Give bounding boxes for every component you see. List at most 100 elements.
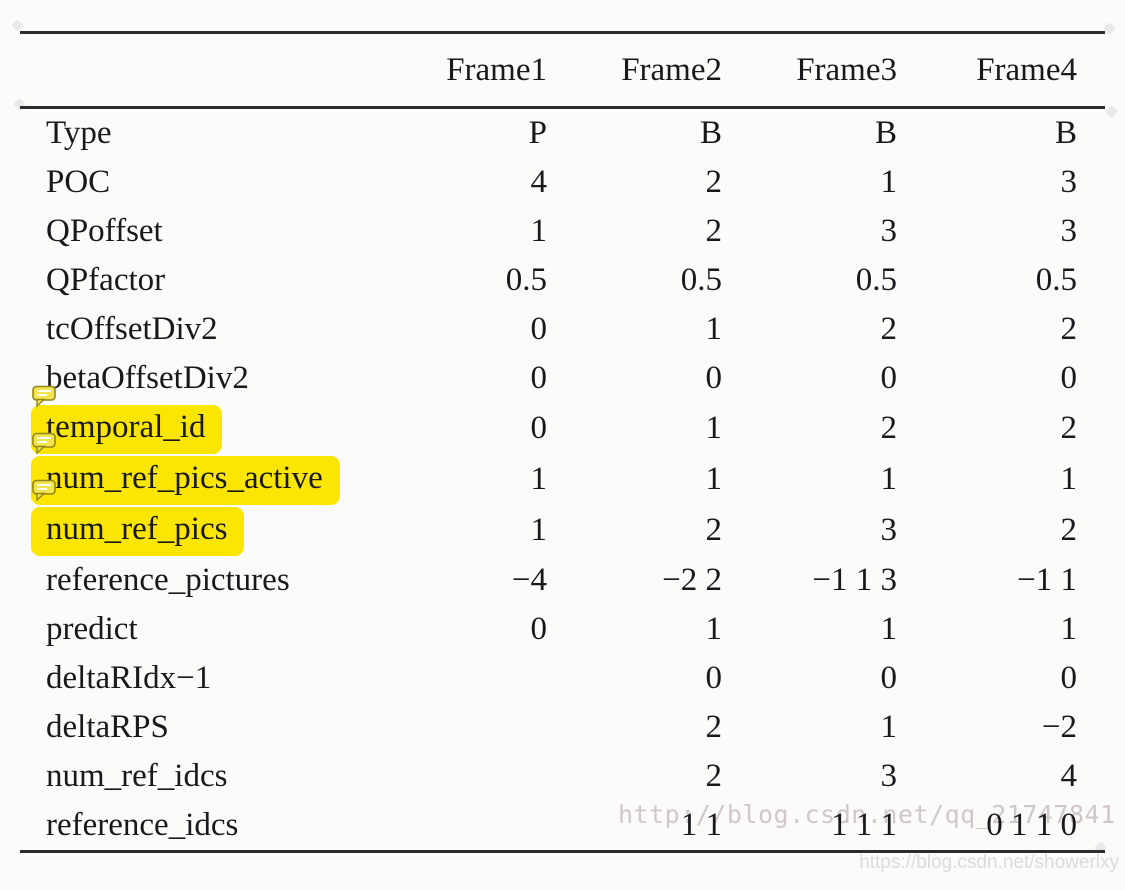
row-label: temporal_id — [20, 403, 400, 454]
cell: 1 — [530, 461, 548, 497]
cell: 0 — [530, 611, 548, 647]
header-frame4: Frame4 — [897, 32, 1105, 109]
cell: 4 — [1060, 758, 1078, 794]
highlight-annotation: num_ref_pics_active — [31, 456, 340, 505]
table-row-deltarps: deltaRPS 2 1 −2 — [20, 703, 1105, 752]
cell: 1 — [1060, 461, 1078, 497]
cell: 1 — [705, 410, 723, 446]
scan-artifact — [11, 19, 24, 32]
cell: 1 — [880, 611, 898, 647]
table-row-reference-pictures: reference_pictures −4 −2 2 −1 1 3 −1 1 — [20, 556, 1105, 605]
header-row: Frame1 Frame2 Frame3 Frame4 — [20, 32, 1105, 109]
cell — [400, 654, 547, 703]
row-label: num_ref_idcs — [46, 758, 228, 794]
cell: 0.5 — [505, 262, 547, 298]
cell: −1 1 — [1017, 562, 1077, 598]
row-label: Type — [46, 115, 112, 151]
table-row-betaoffsetdiv2: betaOffsetDiv2 0 0 0 0 — [20, 354, 1105, 403]
header-frame2: Frame2 — [547, 32, 722, 109]
cell: 0 — [530, 360, 548, 396]
row-label: QPoffset — [46, 213, 163, 249]
csdn-watermark-corner: https://blog.csdn.net/showerlxy — [859, 852, 1119, 873]
comment-annotation-icon[interactable] — [31, 432, 58, 456]
cell: B — [1054, 115, 1077, 151]
highlight-annotation: num_ref_pics — [31, 507, 245, 556]
cell: 2 — [1060, 410, 1078, 446]
scan-artifact — [1103, 22, 1116, 35]
cell: 1 — [880, 709, 898, 745]
cell: 0.5 — [855, 262, 897, 298]
row-label: num_ref_pics — [20, 505, 400, 556]
cell: 1 — [530, 213, 548, 249]
row-label: predict — [46, 611, 138, 647]
cell: 2 — [1060, 512, 1078, 548]
gop-parameters-table: Frame1 Frame2 Frame3 Frame4 Type P B B B… — [20, 31, 1105, 853]
cell: 0 — [530, 311, 548, 347]
cell: 3 — [880, 758, 898, 794]
row-label: reference_idcs — [46, 807, 239, 843]
header-empty — [20, 32, 400, 109]
row-label: reference_pictures — [46, 562, 290, 598]
row-label: POC — [46, 164, 111, 200]
cell: 1 1 1 — [831, 807, 897, 843]
cell: 1 — [1060, 611, 1078, 647]
table-row-poc: POC 4 2 1 3 — [20, 158, 1105, 207]
row-label: tcOffsetDiv2 — [46, 311, 218, 347]
cell: 4 — [530, 164, 548, 200]
cell: 0 — [880, 660, 898, 696]
table-row-type: Type P B B B — [20, 108, 1105, 159]
cell: 0 — [880, 360, 898, 396]
table-row-qpoffset: QPoffset 1 2 3 3 — [20, 207, 1105, 256]
table-row-num-ref-pics: num_ref_pics 1 2 3 2 — [20, 505, 1105, 556]
cell: B — [699, 115, 722, 151]
cell: 0 — [705, 660, 723, 696]
row-label: num_ref_pics_active — [20, 454, 400, 505]
cell: 3 — [880, 512, 898, 548]
table-row-reference-idcs: reference_idcs 1 1 1 1 1 0 1 1 0 — [20, 801, 1105, 852]
table-row-num-ref-idcs: num_ref_idcs 2 3 4 — [20, 752, 1105, 801]
csdn-watermark-overlay: http://blog.csdn.net/qq_21747841 — [618, 800, 1116, 829]
cell: 0 1 1 0 — [986, 807, 1077, 843]
table-row-qpfactor: QPfactor 0.5 0.5 0.5 0.5 — [20, 256, 1105, 305]
table-row-temporal-id: temporal_id 0 1 2 2 — [20, 403, 1105, 454]
cell: 3 — [880, 213, 898, 249]
cell: 2 — [880, 410, 898, 446]
cell: 1 — [705, 611, 723, 647]
cell: 1 — [530, 512, 548, 548]
table-row-tcoffsetdiv2: tcOffsetDiv2 0 1 2 2 — [20, 305, 1105, 354]
cell: B — [874, 115, 897, 151]
cell: 0.5 — [1035, 262, 1077, 298]
cell: 1 — [705, 461, 723, 497]
cell — [400, 752, 547, 801]
comment-annotation-icon[interactable] — [31, 385, 58, 409]
table-row-deltaridx: deltaRIdx−1 0 0 0 — [20, 654, 1105, 703]
row-label: betaOffsetDiv2 — [46, 360, 249, 396]
cell: −4 — [511, 562, 547, 598]
row-label: deltaRIdx−1 — [46, 660, 212, 696]
cell: 1 — [880, 164, 898, 200]
cell: 1 — [880, 461, 898, 497]
cell: 0 — [530, 410, 548, 446]
cell: 0 — [1060, 360, 1078, 396]
comment-annotation-icon[interactable] — [31, 479, 58, 503]
cell: 0 — [1060, 660, 1078, 696]
cell: −2 — [1041, 709, 1077, 745]
cell: 3 — [1060, 213, 1078, 249]
cell: 3 — [1060, 164, 1078, 200]
cell: 0 — [705, 360, 723, 396]
cell: 2 — [705, 164, 723, 200]
table-row-num-ref-pics-active: num_ref_pics_active 1 1 1 1 — [20, 454, 1105, 505]
cell: 1 — [705, 311, 723, 347]
cell: 2 — [705, 213, 723, 249]
cell: 2 — [880, 311, 898, 347]
cell — [400, 801, 547, 852]
cell: 0.5 — [680, 262, 722, 298]
table-row-predict: predict 0 1 1 1 — [20, 605, 1105, 654]
table: Frame1 Frame2 Frame3 Frame4 Type P B B B… — [20, 31, 1105, 853]
scan-artifact — [1105, 105, 1118, 118]
cell: −2 2 — [662, 562, 722, 598]
header-frame1: Frame1 — [400, 32, 547, 109]
header-frame3: Frame3 — [722, 32, 897, 109]
row-label: deltaRPS — [46, 709, 169, 745]
